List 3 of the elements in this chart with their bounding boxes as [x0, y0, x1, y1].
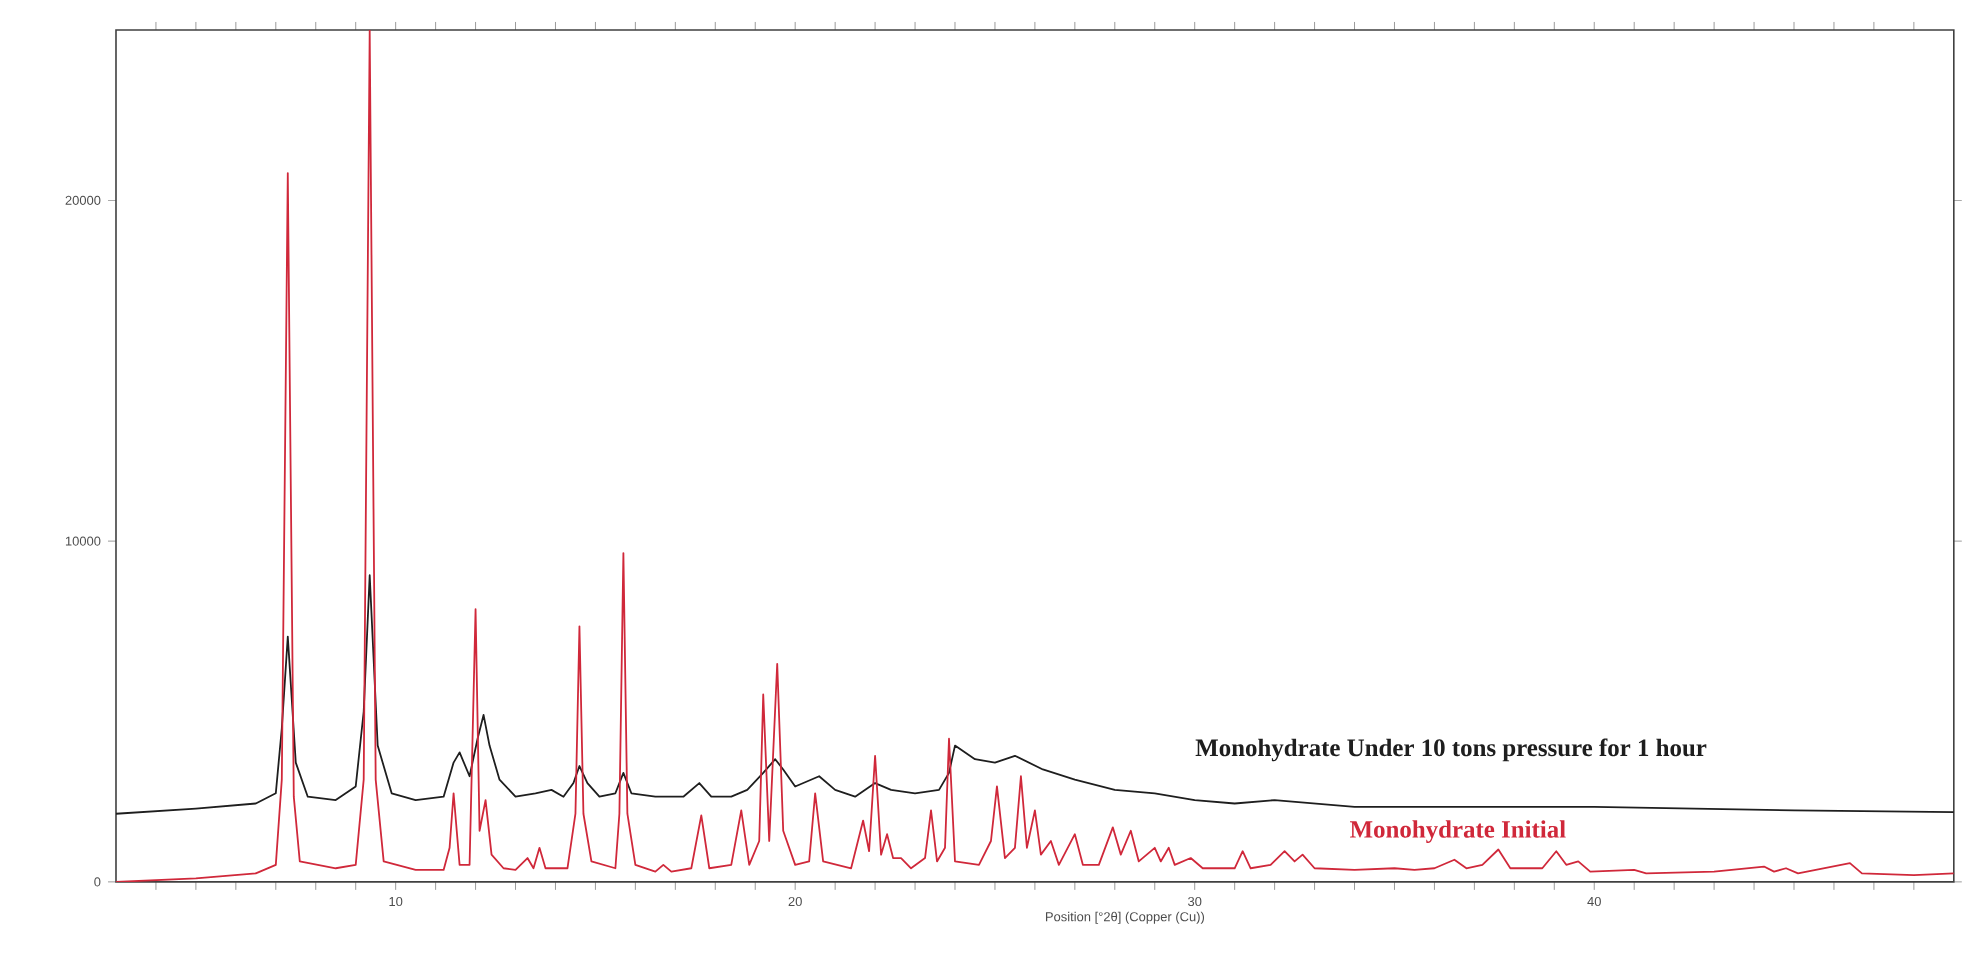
series-label: Monohydrate Under 10 tons pressure for 1 hour — [1195, 738, 1707, 762]
line-series — [115, 30, 1954, 882]
series-label: Monohydrate Initial — [1350, 820, 1566, 844]
